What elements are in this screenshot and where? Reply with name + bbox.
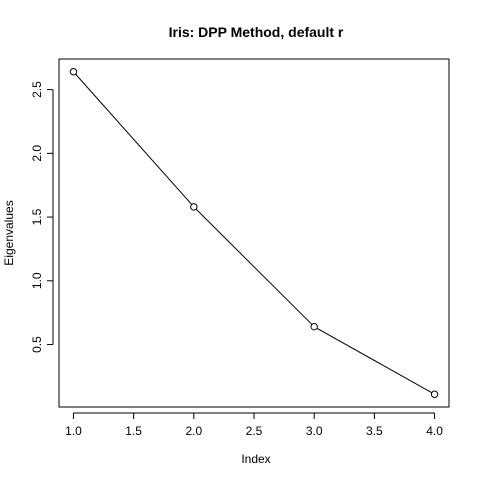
x-tick-label: 4.0: [426, 424, 443, 438]
data-point: [430, 390, 439, 398]
plot-frame: [58, 58, 450, 408]
x-tick-label: 1.0: [65, 424, 82, 438]
y-tick-label: 0.5: [30, 336, 44, 353]
series-line-segment: [75, 73, 193, 205]
data-point: [310, 322, 318, 331]
data-point: [190, 203, 198, 211]
chart-title: Iris: DPP Method, default r: [169, 24, 344, 40]
x-tick-label: 1.5: [125, 424, 142, 438]
data-point: [69, 68, 78, 76]
y-tick-label: 1.5: [30, 208, 44, 225]
x-tick-label: 3.0: [306, 424, 323, 438]
x-tick-label: 3.5: [366, 424, 383, 438]
x-axis: 1.0 1.5 2.0 2.5 3.0 3.5 4.0: [65, 412, 443, 438]
y-axis-label: Eigenvalues: [2, 200, 16, 265]
series-group: [69, 68, 439, 398]
y-axis: 0.5 1.0 1.5 2.0 2.5: [30, 81, 54, 353]
x-tick-label: 2.5: [246, 424, 263, 438]
x-tick-label: 2.0: [185, 424, 202, 438]
y-tick-label: 1.0: [30, 272, 44, 289]
y-tick-label: 2.0: [30, 145, 44, 162]
y-tick-label: 2.5: [30, 81, 44, 98]
series-line-segment: [195, 208, 313, 325]
x-axis-label: Index: [241, 452, 270, 466]
series-line-segment: [316, 327, 433, 394]
